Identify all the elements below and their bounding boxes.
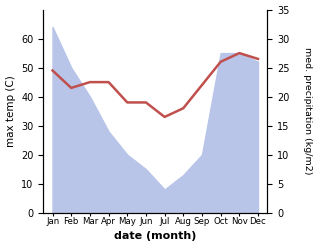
X-axis label: date (month): date (month) [114,231,197,242]
Y-axis label: med. precipitation (kg/m2): med. precipitation (kg/m2) [303,47,313,175]
Y-axis label: max temp (C): max temp (C) [5,75,16,147]
